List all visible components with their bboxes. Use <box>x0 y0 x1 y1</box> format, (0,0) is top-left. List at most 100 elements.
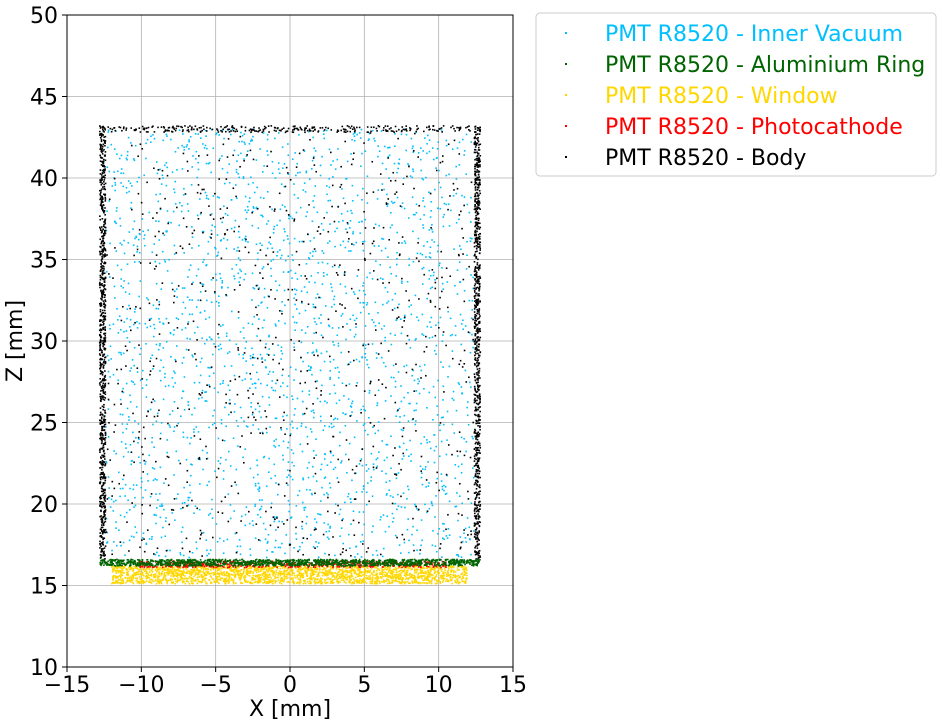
point-body <box>267 125 270 127</box>
point-inner-vacuum <box>347 398 350 400</box>
point-body <box>458 129 461 132</box>
point-inner-vacuum <box>290 517 292 519</box>
point-body <box>474 475 477 478</box>
point-inner-vacuum <box>185 458 188 461</box>
point-inner-vacuum <box>362 306 365 309</box>
point-inner-vacuum <box>222 540 225 542</box>
point-inner-vacuum <box>410 137 413 140</box>
point-body <box>474 333 477 336</box>
point-body <box>102 278 105 281</box>
point-body <box>472 421 475 424</box>
point-window <box>407 582 410 585</box>
point-body <box>479 419 481 421</box>
point-inner-vacuum <box>246 150 249 152</box>
point-inner-vacuum <box>426 511 428 514</box>
point-body <box>139 143 142 146</box>
point-body <box>102 143 105 146</box>
point-inner-vacuum <box>424 503 426 506</box>
point-inner-vacuum <box>364 352 367 355</box>
point-inner-vacuum <box>319 174 322 177</box>
point-inner-vacuum <box>340 351 343 354</box>
point-inner-vacuum <box>416 529 418 532</box>
point-body <box>101 244 104 247</box>
point-body <box>474 204 477 207</box>
point-inner-vacuum <box>463 437 465 440</box>
point-inner-vacuum <box>140 477 143 480</box>
point-inner-vacuum <box>150 538 153 540</box>
point-inner-vacuum <box>235 184 237 186</box>
point-body <box>478 194 480 197</box>
point-inner-vacuum <box>207 514 210 516</box>
point-body <box>100 400 102 403</box>
point-inner-vacuum <box>212 195 215 197</box>
point-body <box>344 307 346 309</box>
point-body <box>398 242 400 244</box>
point-inner-vacuum <box>465 268 468 270</box>
point-body <box>212 536 214 539</box>
point-body <box>156 547 159 550</box>
point-inner-vacuum <box>153 400 156 402</box>
point-body <box>104 397 107 399</box>
point-inner-vacuum <box>208 480 210 483</box>
point-body <box>176 206 178 209</box>
point-inner-vacuum <box>181 168 184 170</box>
point-inner-vacuum <box>375 260 377 263</box>
point-body <box>104 144 106 147</box>
point-body <box>108 198 111 201</box>
point-body <box>102 408 104 411</box>
point-inner-vacuum <box>115 544 118 547</box>
point-body <box>331 205 333 208</box>
point-body <box>100 528 103 531</box>
point-inner-vacuum <box>136 327 139 329</box>
point-inner-vacuum <box>296 427 298 430</box>
point-inner-vacuum <box>456 554 458 556</box>
point-body <box>113 127 115 129</box>
point-body <box>104 362 107 365</box>
point-inner-vacuum <box>180 507 182 510</box>
point-inner-vacuum <box>199 291 202 293</box>
point-body <box>292 129 294 131</box>
point-inner-vacuum <box>252 181 254 184</box>
point-body <box>101 255 103 258</box>
point-inner-vacuum <box>445 535 448 537</box>
point-inner-vacuum <box>443 202 446 205</box>
point-inner-vacuum <box>356 420 358 422</box>
point-inner-vacuum <box>213 387 216 390</box>
point-inner-vacuum <box>352 133 355 135</box>
point-inner-vacuum <box>123 239 125 242</box>
point-inner-vacuum <box>128 539 131 542</box>
point-body <box>167 127 170 129</box>
point-body <box>478 515 480 517</box>
point-inner-vacuum <box>293 183 295 185</box>
point-inner-vacuum <box>206 299 208 302</box>
point-inner-vacuum <box>271 172 274 175</box>
point-body <box>233 127 236 130</box>
point-inner-vacuum <box>113 171 115 173</box>
grid <box>66 14 514 668</box>
point-inner-vacuum <box>352 200 354 202</box>
point-inner-vacuum <box>235 468 238 471</box>
point-body <box>243 352 246 354</box>
point-inner-vacuum <box>466 254 468 257</box>
point-body <box>438 326 440 329</box>
point-body <box>413 187 415 190</box>
point-body <box>101 128 104 131</box>
point-body <box>478 267 481 270</box>
point-inner-vacuum <box>442 334 444 336</box>
point-body <box>474 429 477 432</box>
point-body <box>138 127 141 129</box>
point-inner-vacuum <box>365 303 368 306</box>
point-inner-vacuum <box>330 283 332 285</box>
point-inner-vacuum <box>286 428 288 430</box>
point-inner-vacuum <box>336 334 339 337</box>
point-body <box>474 529 477 531</box>
point-inner-vacuum <box>107 131 110 133</box>
point-inner-vacuum <box>377 312 379 314</box>
point-body <box>475 420 478 423</box>
point-inner-vacuum <box>436 147 439 150</box>
point-body <box>103 286 105 288</box>
point-body <box>101 421 103 423</box>
point-body <box>475 523 478 525</box>
point-inner-vacuum <box>329 527 331 529</box>
point-inner-vacuum <box>460 386 463 388</box>
